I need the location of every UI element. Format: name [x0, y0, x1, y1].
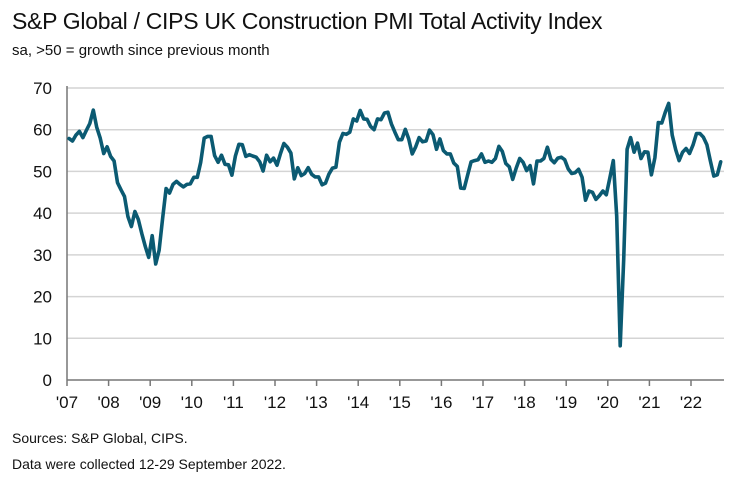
x-tick-label: '21	[638, 393, 660, 412]
x-tick-label: '22	[680, 393, 702, 412]
x-tick-label: '15	[389, 393, 411, 412]
y-tick-label: 10	[33, 329, 52, 348]
y-tick-label: 70	[33, 79, 52, 98]
x-tick-label: '20	[597, 393, 619, 412]
collection-note: Data were collected 12-29 September 2022…	[12, 456, 286, 472]
y-tick-label: 0	[43, 371, 52, 390]
x-tick-label: '14	[347, 393, 369, 412]
y-tick-label: 50	[33, 162, 52, 181]
x-tick-label: '13	[306, 393, 328, 412]
chart-title: S&P Global / CIPS UK Construction PMI To…	[12, 8, 603, 34]
y-tick-label: 30	[33, 246, 52, 265]
sources-note: Sources: S&P Global, CIPS.	[12, 430, 188, 446]
x-tick-label: '09	[139, 393, 161, 412]
x-tick-label: '17	[472, 393, 494, 412]
y-tick-label: 40	[33, 204, 52, 223]
x-tick-label: '10	[181, 393, 203, 412]
x-tick-label: '08	[98, 393, 120, 412]
x-tick-label: '12	[264, 393, 286, 412]
y-tick-label: 20	[33, 288, 52, 307]
x-tick-label: '18	[514, 393, 536, 412]
x-tick-label: '07	[56, 393, 78, 412]
x-tick-label: '19	[555, 393, 577, 412]
x-tick-label: '11	[223, 393, 244, 412]
chart-subtitle: sa, >50 = growth since previous month	[12, 42, 270, 59]
x-tick-label: '16	[430, 393, 452, 412]
series-line	[67, 101, 723, 348]
y-tick-label: 60	[33, 121, 52, 140]
